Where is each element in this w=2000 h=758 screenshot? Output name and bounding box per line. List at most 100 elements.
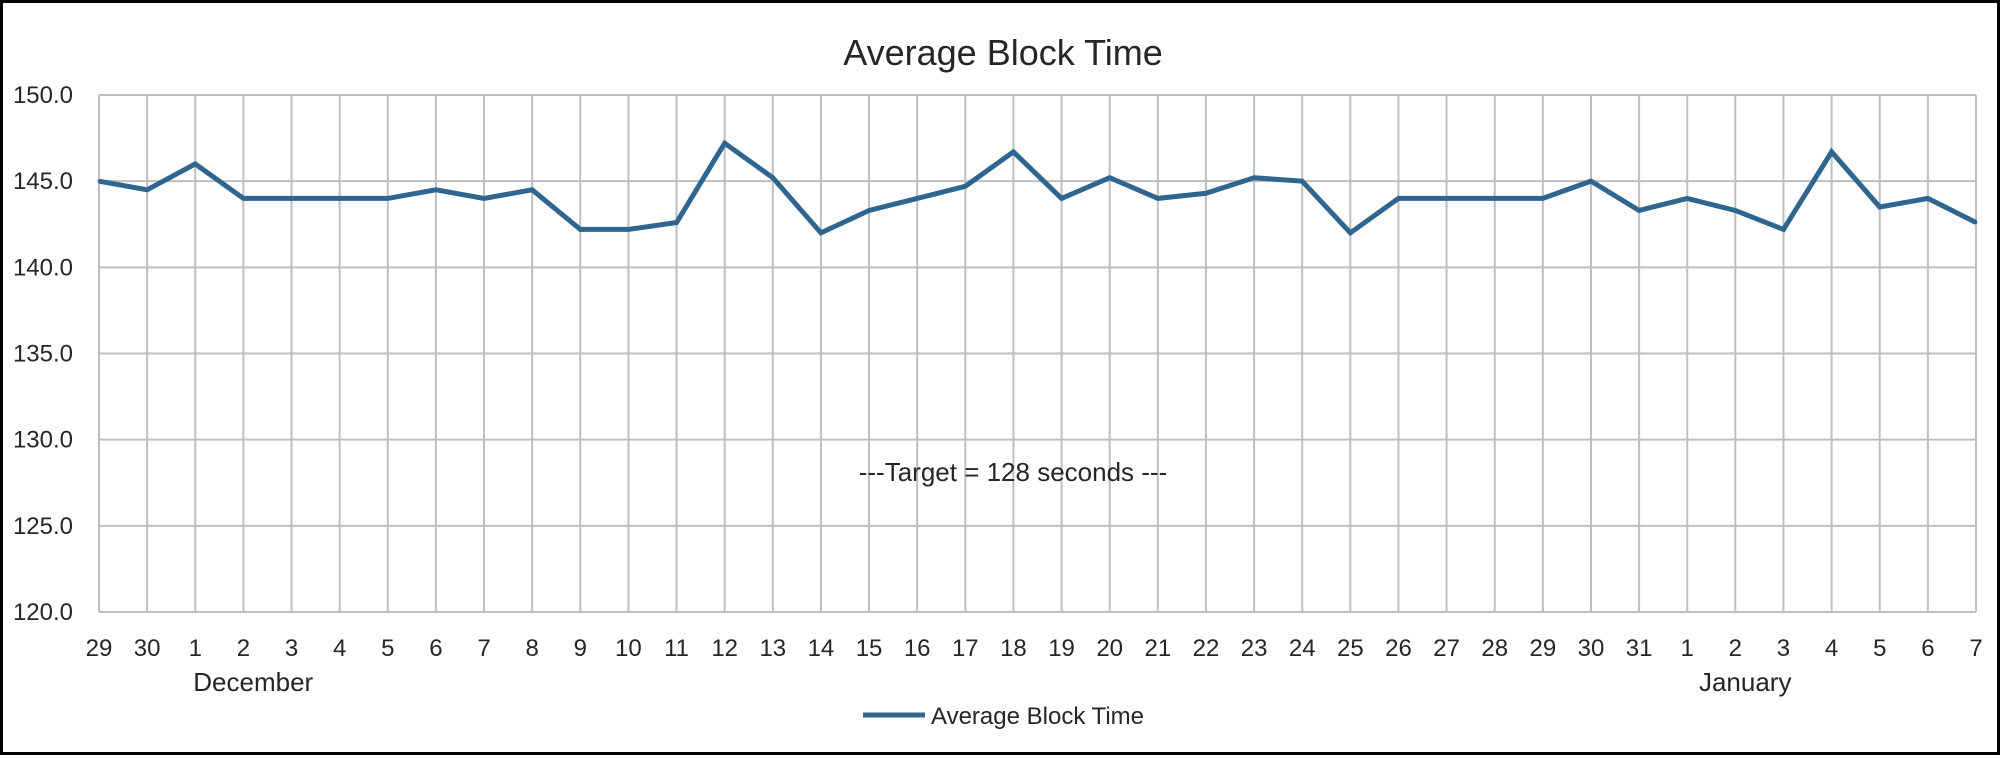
x-tick-label: 2 [1729, 635, 1742, 662]
line-chart: Average Block Time 120.0125.0130.0135.01… [13, 32, 1983, 730]
data-point [1011, 150, 1015, 154]
data-point [1926, 196, 1930, 200]
chart-title: Average Block Time [843, 32, 1162, 73]
x-tick-label: 13 [759, 635, 786, 662]
month-label: December [193, 667, 313, 697]
data-point [626, 227, 630, 231]
data-point [193, 162, 197, 166]
data-point [963, 184, 967, 188]
x-tick-label: 28 [1481, 635, 1508, 662]
y-tick-label: 130.0 [13, 427, 73, 454]
data-point [1300, 179, 1304, 183]
x-tick-label: 4 [333, 635, 346, 662]
x-tick-label: 15 [856, 635, 883, 662]
x-tick-label: 7 [1969, 635, 1982, 662]
x-tick-label: 26 [1385, 635, 1412, 662]
month-label: January [1699, 667, 1792, 697]
data-point [771, 176, 775, 180]
y-tick-label: 140.0 [13, 254, 73, 281]
data-point [1781, 227, 1785, 231]
x-tick-label: 18 [1000, 635, 1027, 662]
data-point [1637, 208, 1641, 212]
data-point [1348, 231, 1352, 235]
data-point [578, 227, 582, 231]
x-tick-label: 17 [952, 635, 979, 662]
x-tick-label: 30 [1578, 635, 1605, 662]
data-point [145, 188, 149, 192]
x-tick-label: 5 [381, 635, 394, 662]
x-tick-label: 7 [477, 635, 490, 662]
x-axis-tick-labels: 29 30 1 2 3 4 5 6 7 8 9 10 11 12 13 14 15 16 17 18 19 20 21 22 2… [86, 635, 1983, 662]
data-point [1541, 196, 1545, 200]
gridlines [98, 94, 1977, 613]
x-tick-label: 31 [1626, 635, 1653, 662]
x-tick-label: 12 [711, 635, 738, 662]
data-point [241, 196, 245, 200]
y-tick-label: 145.0 [13, 168, 73, 195]
data-point [1493, 196, 1497, 200]
y-axis-tick-labels: 120.0 125.0 130.0 135.0 140.0 145.0 150.0 [13, 82, 73, 626]
data-point [723, 141, 727, 145]
x-tick-label: 9 [574, 635, 587, 662]
x-tick-label: 1 [189, 635, 202, 662]
series-group [97, 139, 1978, 237]
x-tick-label: 3 [1777, 635, 1790, 662]
x-tick-label: 30 [134, 635, 161, 662]
data-point [915, 196, 919, 200]
x-tick-label: 8 [525, 635, 538, 662]
data-point [1878, 205, 1882, 209]
data-point [434, 188, 438, 192]
x-tick-label: 10 [615, 635, 642, 662]
x-tick-label: 23 [1241, 635, 1268, 662]
data-point [1060, 196, 1064, 200]
x-tick-label: 3 [285, 635, 298, 662]
y-tick-label: 150.0 [13, 82, 73, 109]
x-tick-label: 2 [237, 635, 250, 662]
series-line [98, 139, 1978, 237]
data-point [867, 208, 871, 212]
data-point [1108, 176, 1112, 180]
data-point [338, 196, 342, 200]
data-point [675, 221, 679, 225]
legend: Average Block Time [863, 703, 1144, 730]
data-point [1156, 196, 1160, 200]
x-tick-label: 27 [1433, 635, 1460, 662]
target-annotation: ---Target = 128 seconds --- [859, 457, 1168, 487]
data-point [1445, 196, 1449, 200]
y-tick-label: 125.0 [13, 513, 73, 540]
data-point [1252, 176, 1256, 180]
data-point [1733, 208, 1737, 212]
data-point [386, 196, 390, 200]
data-point [1974, 221, 1978, 225]
x-tick-label: 20 [1096, 635, 1123, 662]
y-tick-label: 120.0 [13, 599, 73, 626]
x-tick-label: 21 [1144, 635, 1171, 662]
x-tick-label: 29 [86, 635, 113, 662]
x-tick-label: 11 [664, 635, 689, 662]
x-tick-label: 14 [808, 635, 835, 662]
data-point [1589, 179, 1593, 183]
legend-label: Average Block Time [931, 703, 1144, 730]
y-tick-label: 135.0 [13, 341, 73, 368]
x-tick-label: 29 [1529, 635, 1556, 662]
x-tick-label: 1 [1681, 635, 1694, 662]
data-point [1396, 196, 1400, 200]
x-tick-label: 16 [904, 635, 931, 662]
x-tick-label: 24 [1289, 635, 1316, 662]
x-tick-label: 22 [1193, 635, 1220, 662]
data-point [1685, 196, 1689, 200]
x-tick-label: 4 [1825, 635, 1838, 662]
x-tick-label: 6 [1921, 635, 1934, 662]
data-point [97, 179, 101, 183]
data-point [482, 196, 486, 200]
x-tick-label: 19 [1048, 635, 1075, 662]
data-point [530, 188, 534, 192]
data-point [819, 231, 823, 235]
month-labels: December January [193, 667, 1791, 697]
x-tick-label: 5 [1873, 635, 1886, 662]
data-point [1830, 150, 1834, 154]
data-point [290, 196, 294, 200]
x-tick-label: 25 [1337, 635, 1364, 662]
x-tick-label: 6 [429, 635, 442, 662]
